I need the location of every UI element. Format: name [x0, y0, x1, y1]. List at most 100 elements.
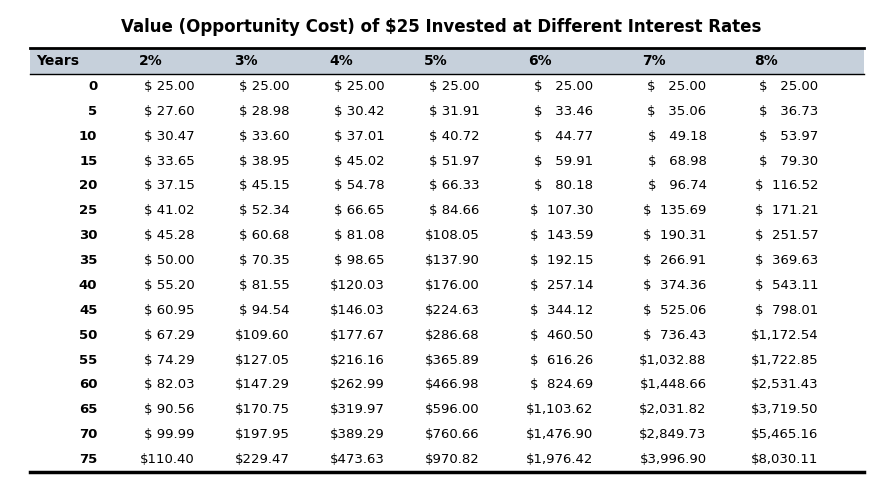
Text: $127.05: $127.05	[235, 354, 289, 367]
Text: $ 82.03: $ 82.03	[144, 378, 194, 391]
Text: $1,448.66: $1,448.66	[639, 378, 706, 391]
Text: $ 30.47: $ 30.47	[144, 130, 194, 143]
Text: $2,031.82: $2,031.82	[639, 403, 706, 416]
Text: $ 45.02: $ 45.02	[334, 155, 385, 168]
Text: $319.97: $319.97	[330, 403, 385, 416]
Text: 65: 65	[79, 403, 97, 416]
Text: $   59.91: $ 59.91	[534, 155, 593, 168]
Text: $ 25.00: $ 25.00	[429, 80, 480, 93]
Text: $   44.77: $ 44.77	[534, 130, 593, 143]
Text: $197.95: $197.95	[235, 428, 289, 441]
Text: $473.63: $473.63	[330, 453, 385, 466]
Text: $ 81.55: $ 81.55	[239, 279, 289, 292]
Text: $596.00: $596.00	[425, 403, 480, 416]
Text: $109.60: $109.60	[235, 329, 289, 342]
Text: $  374.36: $ 374.36	[643, 279, 706, 292]
Text: $ 60.68: $ 60.68	[239, 229, 289, 242]
Text: $216.16: $216.16	[330, 354, 385, 367]
Text: $ 66.65: $ 66.65	[334, 204, 385, 217]
Text: $   35.06: $ 35.06	[647, 105, 706, 118]
Text: $ 27.60: $ 27.60	[144, 105, 194, 118]
Text: $3,719.50: $3,719.50	[751, 403, 818, 416]
Text: 2%: 2%	[139, 54, 163, 68]
Text: $ 40.72: $ 40.72	[429, 130, 480, 143]
Text: 55: 55	[79, 354, 97, 367]
Text: $  257.14: $ 257.14	[529, 279, 593, 292]
Text: $137.90: $137.90	[425, 254, 480, 267]
Text: $ 28.98: $ 28.98	[239, 105, 289, 118]
Text: 8%: 8%	[754, 54, 778, 68]
Text: $ 84.66: $ 84.66	[430, 204, 480, 217]
Bar	[30, 273, 864, 298]
Text: $1,172.54: $1,172.54	[751, 329, 818, 342]
Text: 25: 25	[79, 204, 97, 217]
Text: 3%: 3%	[235, 54, 258, 68]
Text: $108.05: $108.05	[425, 229, 480, 242]
Text: $760.66: $760.66	[425, 428, 480, 441]
Text: $  190.31: $ 190.31	[643, 229, 706, 242]
Text: $389.29: $389.29	[330, 428, 385, 441]
Text: $   36.73: $ 36.73	[759, 105, 818, 118]
Text: $   53.97: $ 53.97	[759, 130, 818, 143]
Text: $ 45.28: $ 45.28	[144, 229, 194, 242]
Text: $1,032.88: $1,032.88	[639, 354, 706, 367]
Text: $170.75: $170.75	[235, 403, 289, 416]
Text: $2,849.73: $2,849.73	[639, 428, 706, 441]
Bar	[30, 248, 864, 273]
Text: $  135.69: $ 135.69	[643, 204, 706, 217]
Text: 0: 0	[88, 80, 97, 93]
Bar	[30, 447, 864, 472]
Text: $224.63: $224.63	[425, 304, 480, 317]
Text: $110.40: $110.40	[139, 453, 194, 466]
Text: $ 30.42: $ 30.42	[334, 105, 385, 118]
Text: 7%: 7%	[642, 54, 666, 68]
Text: $ 67.29: $ 67.29	[144, 329, 194, 342]
Text: $   79.30: $ 79.30	[759, 155, 818, 168]
Text: $120.03: $120.03	[330, 279, 385, 292]
Text: $ 52.34: $ 52.34	[239, 204, 289, 217]
Text: Value (Opportunity Cost) of $25 Invested at Different Interest Rates: Value (Opportunity Cost) of $25 Invested…	[121, 18, 761, 36]
Text: $ 41.02: $ 41.02	[144, 204, 194, 217]
Bar	[30, 397, 864, 422]
Bar	[30, 323, 864, 348]
Text: 4%: 4%	[329, 54, 353, 68]
Text: $  798.01: $ 798.01	[755, 304, 818, 317]
Text: $ 54.78: $ 54.78	[334, 180, 385, 192]
Bar	[30, 99, 864, 124]
Text: 15: 15	[79, 155, 97, 168]
Text: $   68.98: $ 68.98	[647, 155, 706, 168]
Text: 50: 50	[79, 329, 97, 342]
Text: $   80.18: $ 80.18	[534, 180, 593, 192]
Text: $1,103.62: $1,103.62	[526, 403, 593, 416]
Text: $   33.46: $ 33.46	[534, 105, 593, 118]
Bar	[30, 198, 864, 223]
Bar	[30, 223, 864, 248]
Text: $ 51.97: $ 51.97	[429, 155, 480, 168]
Bar	[30, 124, 864, 149]
Text: $ 37.15: $ 37.15	[144, 180, 194, 192]
Text: $1,476.90: $1,476.90	[526, 428, 593, 441]
Text: 60: 60	[78, 378, 97, 391]
Text: Years: Years	[36, 54, 79, 68]
Text: $ 37.01: $ 37.01	[334, 130, 385, 143]
Text: $262.99: $262.99	[330, 378, 385, 391]
Text: $ 33.65: $ 33.65	[144, 155, 194, 168]
Text: $3,996.90: $3,996.90	[639, 453, 706, 466]
Text: $1,722.85: $1,722.85	[751, 354, 818, 367]
Text: $176.00: $176.00	[425, 279, 480, 292]
Text: $ 70.35: $ 70.35	[239, 254, 289, 267]
Text: $   25.00: $ 25.00	[647, 80, 706, 93]
Text: 75: 75	[79, 453, 97, 466]
Text: $ 60.95: $ 60.95	[144, 304, 194, 317]
Bar	[30, 422, 864, 447]
Text: $  616.26: $ 616.26	[530, 354, 593, 367]
Text: $ 99.99: $ 99.99	[144, 428, 194, 441]
Text: $  369.63: $ 369.63	[755, 254, 818, 267]
Bar	[30, 74, 864, 99]
Text: $ 45.15: $ 45.15	[239, 180, 289, 192]
Text: $ 90.56: $ 90.56	[144, 403, 194, 416]
Bar	[30, 48, 864, 74]
Text: $   25.00: $ 25.00	[534, 80, 593, 93]
Text: $  525.06: $ 525.06	[643, 304, 706, 317]
Text: $  107.30: $ 107.30	[530, 204, 593, 217]
